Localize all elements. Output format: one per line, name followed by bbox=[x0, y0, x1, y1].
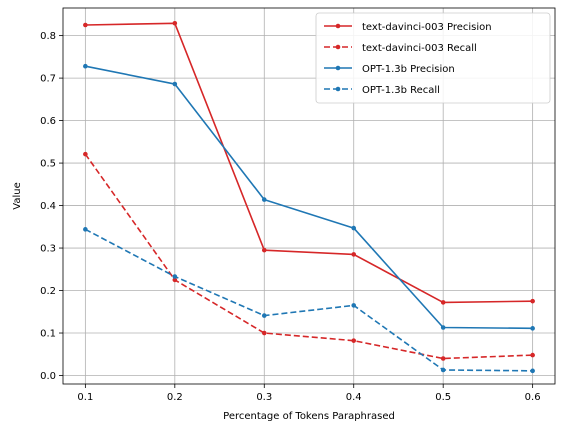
y-tick-label: 0.1 bbox=[40, 329, 56, 340]
x-tick-label: 0.1 bbox=[77, 392, 93, 403]
series-line bbox=[84, 228, 533, 372]
data-point bbox=[351, 338, 357, 343]
y-tick-label: 0.2 bbox=[40, 286, 56, 297]
data-point bbox=[261, 330, 267, 336]
legend: text-davinci-003 Precision text-davinci-0… bbox=[315, 12, 551, 104]
data-point bbox=[83, 63, 88, 69]
data-point bbox=[261, 197, 267, 202]
x-axis: 0.1 0.2 0.3 0.4 0.5 0.6 bbox=[77, 384, 541, 403]
x-tick-label: 0.5 bbox=[435, 392, 451, 403]
series-layer bbox=[83, 20, 535, 374]
y-tick-label: 0.4 bbox=[40, 201, 56, 212]
y-tick-label: 0.7 bbox=[40, 74, 56, 85]
series-1 bbox=[83, 151, 535, 361]
y-tick-label: 0.5 bbox=[40, 159, 56, 170]
data-point bbox=[351, 225, 357, 231]
legend-item: text-davinci-003 Recall bbox=[324, 43, 477, 54]
y-tick-label: 0.0 bbox=[40, 371, 56, 382]
legend-item: OPT-1.3b Precision bbox=[324, 64, 455, 75]
data-point bbox=[440, 300, 446, 305]
data-point bbox=[530, 326, 535, 331]
legend-item: OPT-1.3b Recall bbox=[324, 85, 440, 96]
data-point bbox=[172, 277, 178, 283]
data-point bbox=[351, 252, 357, 257]
y-tick-label: 0.6 bbox=[40, 116, 56, 127]
data-point bbox=[530, 368, 535, 374]
data-point bbox=[83, 151, 88, 157]
legend-label: OPT-1.3b Precision bbox=[362, 64, 455, 75]
legend-box bbox=[315, 12, 551, 104]
series-line bbox=[85, 65, 533, 330]
legend-item: text-davinci-003 Precision bbox=[324, 22, 492, 33]
data-point bbox=[172, 81, 178, 87]
series-line bbox=[84, 153, 533, 360]
data-point bbox=[440, 356, 446, 361]
y-axis-label: Value bbox=[12, 182, 23, 209]
y-tick-label: 0.3 bbox=[40, 244, 56, 255]
data-point bbox=[530, 352, 535, 358]
x-tick-label: 0.4 bbox=[346, 392, 362, 403]
series-0 bbox=[83, 20, 535, 305]
legend-marker bbox=[335, 44, 341, 50]
data-point bbox=[172, 274, 178, 279]
x-tick-label: 0.6 bbox=[525, 392, 541, 403]
plot-frame bbox=[62, 7, 556, 385]
legend-label: text-davinci-003 Recall bbox=[362, 43, 477, 54]
y-tick-label: 0.8 bbox=[40, 31, 56, 42]
data-point bbox=[530, 298, 535, 304]
data-point bbox=[351, 303, 357, 308]
legend-label: text-davinci-003 Precision bbox=[362, 22, 492, 33]
legend-label: OPT-1.3b Recall bbox=[362, 85, 440, 96]
x-tick-label: 0.3 bbox=[256, 392, 272, 403]
legend-marker bbox=[335, 65, 341, 71]
data-point bbox=[261, 313, 267, 318]
legend-marker bbox=[335, 23, 341, 29]
series-line bbox=[85, 22, 533, 304]
data-point bbox=[440, 367, 446, 373]
data-point bbox=[440, 325, 446, 330]
series-2 bbox=[83, 63, 535, 331]
x-axis-label: Percentage of Tokens Paraphrased bbox=[223, 411, 395, 422]
data-point bbox=[83, 22, 88, 28]
x-tick-label: 0.2 bbox=[167, 392, 183, 403]
series-3 bbox=[83, 227, 535, 374]
data-point bbox=[83, 227, 88, 232]
data-point bbox=[261, 247, 267, 253]
data-point bbox=[172, 20, 178, 26]
legend-marker bbox=[335, 86, 341, 92]
y-axis: 0.0 0.1 0.2 0.3 0.4 0.5 0.6 0.7 0.8 bbox=[40, 31, 63, 382]
